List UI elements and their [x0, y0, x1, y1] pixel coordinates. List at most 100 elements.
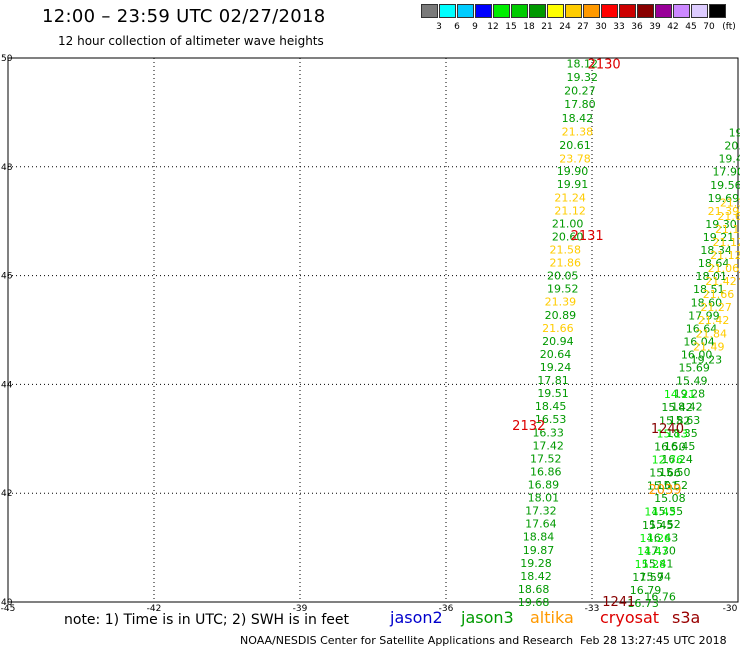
wave-height-label: 15.74 [640, 570, 672, 583]
wave-height-label: 16.04 [683, 335, 715, 348]
y-tick-label: 50 [1, 54, 13, 64]
x-tick-label: -33 [585, 604, 600, 614]
generation-timestamp: Feb 28 13:27:45 UTC 2018 [580, 634, 727, 647]
wave-height-label: 20 [738, 270, 740, 283]
wave-height-label: 15.52 [657, 479, 689, 492]
wave-height-label: 19.91 [557, 178, 589, 191]
wave-height-label: 19.90 [557, 165, 589, 178]
wave-height-label: 21.39 [708, 205, 740, 218]
wave-height-label: 21.58 [549, 243, 581, 256]
wave-height-label: 18.12 [567, 57, 599, 70]
wave-height-label: 19.28 [520, 557, 552, 570]
scale-swatch [655, 4, 672, 18]
wave-height-label: 16.86 [530, 465, 562, 478]
mission-label-jason3: jason3 [461, 608, 514, 627]
wave-height-label: 16.24 [661, 453, 693, 466]
track-time-label: 2131 [571, 229, 604, 244]
wave-height-label: 18.01 [695, 270, 727, 283]
wave-height-label: 20.64 [540, 348, 572, 361]
wave-height-label: 14.26 [640, 532, 672, 545]
wave-height-label: 16.73 [627, 597, 659, 610]
wave-height-label: 15.49 [676, 375, 708, 388]
wave-height-label: 18.42 [520, 570, 552, 583]
wave-height-label: 17.64 [525, 518, 557, 531]
scale-swatch [637, 4, 654, 18]
scale-label: 21 [541, 22, 553, 32]
wave-height-label: 17.32 [525, 505, 557, 518]
wave-height-label: 18.60 [691, 296, 723, 309]
wave-height-label: 15.63 [669, 414, 701, 427]
mission-label-jason2: jason2 [390, 608, 443, 627]
x-tick-label: -45 [1, 604, 16, 614]
scale-label: 24 [559, 22, 571, 32]
wave-height-label: 21.42 [705, 275, 737, 288]
wave-height-label: 20.89 [545, 309, 577, 322]
wave-height-label: 16.45 [664, 440, 696, 453]
scale-label: 6 [454, 22, 460, 32]
wave-height-label: 17.52 [530, 452, 562, 465]
wave-height-label: 21.12 [554, 204, 586, 217]
wave-height-label: 20.94 [542, 335, 574, 348]
scale-label: 42 [667, 22, 679, 32]
wave-height-label: 21.12 [713, 236, 740, 249]
wave-height-label: 16.43 [647, 531, 679, 544]
wave-height-label: 16.79 [630, 584, 662, 597]
scale-label: 70 [703, 22, 715, 32]
scale-swatch [421, 4, 438, 18]
wave-height-label: 17.99 [688, 309, 720, 322]
scale-swatch [439, 4, 456, 18]
wave-height-label: 20.61 [559, 139, 591, 152]
wave-height-label: 17.90 [713, 166, 740, 179]
wave-height-label: 16.53 [535, 413, 567, 426]
wave-height-label: 17.30 [644, 544, 676, 557]
scale-swatch [619, 4, 636, 18]
wave-height-label: 19.4 [718, 153, 740, 166]
footnote: note: 1) Time is in UTC; 2) SWH is in fe… [64, 612, 350, 628]
wave-height-label: 18.42 [562, 112, 594, 125]
wave-height-label: 21.39 [545, 296, 577, 309]
data-layer: 18.1219.3220.2717.8018.4221.3820.6123.78… [512, 57, 740, 610]
wave-height-label: 19.23 [691, 353, 723, 366]
scale-swatch [493, 4, 510, 18]
wave-height-label: 16.89 [528, 478, 560, 491]
scale-label: 39 [649, 22, 661, 32]
scale-swatch [583, 4, 600, 18]
track-time-label: 1240 [651, 422, 684, 437]
wave-height-label: 21.86 [549, 257, 581, 270]
track-time-label: 2039 [648, 483, 681, 498]
wave-height-label: 19 [729, 127, 740, 140]
wave-height-label: 19.87 [523, 544, 555, 557]
wave-height-label: 21.84 [695, 327, 727, 340]
wave-height-label: 18.51 [693, 283, 725, 296]
wave-height-label: 16.64 [686, 322, 718, 335]
y-tick-label: 40 [1, 598, 13, 608]
scale-swatch [475, 4, 492, 18]
wave-height-label: 20.60 [552, 230, 584, 243]
wave-height-label: 19.28 [674, 388, 706, 401]
wave-height-label: 15.69 [678, 362, 710, 375]
y-tick-label: 46 [1, 272, 13, 282]
wave-height-label: 16.50 [654, 440, 686, 453]
wave-height-label: 21.27 [700, 301, 732, 314]
wave-height-label: 15.82 [659, 414, 691, 427]
scale-label: 18 [523, 22, 535, 32]
wave-height-label: 15.45 [642, 519, 674, 532]
scale-unit: (ft) [722, 22, 736, 32]
scale-swatch [529, 4, 546, 18]
scale-label: 15 [505, 22, 517, 32]
y-tick-label: 42 [1, 489, 12, 499]
wave-height-label: 16.33 [532, 426, 564, 439]
chart-subtitle: 12 hour collection of altimeter wave hei… [58, 34, 324, 48]
mission-label-cryosat: cryosat [600, 608, 660, 627]
wave-height-label: 19.52 [547, 283, 579, 296]
wave-height-label: 21.34 [720, 197, 740, 210]
wave-height-label: 20.05 [547, 270, 579, 283]
wave-height-label: 15.08 [654, 492, 686, 505]
scale-swatch [457, 4, 474, 18]
wave-height-label: 21.42 [698, 314, 730, 327]
scale-swatch [511, 4, 528, 18]
wave-height-label: 21.49 [693, 340, 725, 353]
x-tick-label: -42 [147, 604, 162, 614]
wave-height-label: 18.45 [535, 400, 567, 413]
